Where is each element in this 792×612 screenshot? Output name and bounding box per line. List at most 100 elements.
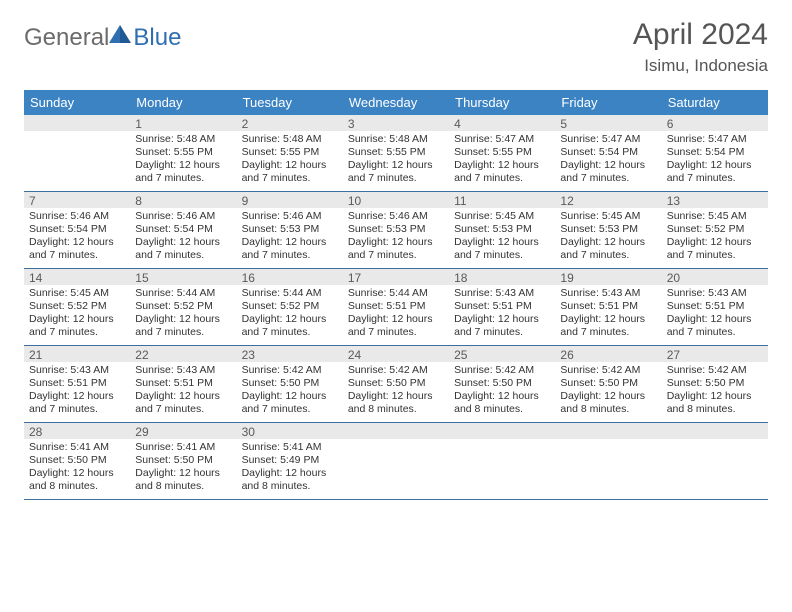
day-line: Sunset: 5:55 PM xyxy=(348,146,444,159)
day-line: Daylight: 12 hours and 7 minutes. xyxy=(29,313,125,339)
day-line: Sunset: 5:50 PM xyxy=(560,377,656,390)
day-cell: 18Sunrise: 5:43 AMSunset: 5:51 PMDayligh… xyxy=(449,269,555,346)
day-line: Daylight: 12 hours and 8 minutes. xyxy=(135,467,231,493)
week-row: 7Sunrise: 5:46 AMSunset: 5:54 PMDaylight… xyxy=(24,192,768,269)
week-row: 14Sunrise: 5:45 AMSunset: 5:52 PMDayligh… xyxy=(24,269,768,346)
day-number: 27 xyxy=(662,346,768,362)
day-number: 19 xyxy=(555,269,661,285)
day-body: Sunrise: 5:44 AMSunset: 5:51 PMDaylight:… xyxy=(343,285,449,345)
day-line: Sunset: 5:54 PM xyxy=(135,223,231,236)
day-number: 28 xyxy=(24,423,130,439)
day-line: Sunset: 5:50 PM xyxy=(135,454,231,467)
day-line: Sunrise: 5:45 AM xyxy=(560,210,656,223)
day-body: Sunrise: 5:45 AMSunset: 5:52 PMDaylight:… xyxy=(662,208,768,268)
day-line: Sunset: 5:50 PM xyxy=(667,377,763,390)
day-line: Sunrise: 5:47 AM xyxy=(560,133,656,146)
day-line: Daylight: 12 hours and 8 minutes. xyxy=(560,390,656,416)
day-body: Sunrise: 5:42 AMSunset: 5:50 PMDaylight:… xyxy=(237,362,343,422)
day-line: Sunset: 5:51 PM xyxy=(454,300,550,313)
location-label: Isimu, Indonesia xyxy=(633,56,768,76)
day-line: Sunrise: 5:42 AM xyxy=(560,364,656,377)
day-line: Sunrise: 5:43 AM xyxy=(29,364,125,377)
day-number: 9 xyxy=(237,192,343,208)
day-line: Daylight: 12 hours and 8 minutes. xyxy=(348,390,444,416)
day-cell: 10Sunrise: 5:46 AMSunset: 5:53 PMDayligh… xyxy=(343,192,449,269)
day-line: Sunrise: 5:42 AM xyxy=(242,364,338,377)
day-cell: 4Sunrise: 5:47 AMSunset: 5:55 PMDaylight… xyxy=(449,115,555,192)
day-number xyxy=(24,115,130,131)
day-line: Sunset: 5:52 PM xyxy=(29,300,125,313)
day-number: 1 xyxy=(130,115,236,131)
day-line: Sunset: 5:53 PM xyxy=(560,223,656,236)
day-body: Sunrise: 5:46 AMSunset: 5:53 PMDaylight:… xyxy=(237,208,343,268)
day-number: 3 xyxy=(343,115,449,131)
day-line: Sunrise: 5:44 AM xyxy=(135,287,231,300)
day-line: Daylight: 12 hours and 7 minutes. xyxy=(242,313,338,339)
day-cell: 29Sunrise: 5:41 AMSunset: 5:50 PMDayligh… xyxy=(130,423,236,500)
day-number: 21 xyxy=(24,346,130,362)
day-line: Daylight: 12 hours and 7 minutes. xyxy=(29,236,125,262)
day-line: Sunset: 5:51 PM xyxy=(348,300,444,313)
day-line: Sunrise: 5:41 AM xyxy=(135,441,231,454)
day-line: Sunset: 5:54 PM xyxy=(560,146,656,159)
day-body: Sunrise: 5:44 AMSunset: 5:52 PMDaylight:… xyxy=(130,285,236,345)
day-line: Sunset: 5:51 PM xyxy=(135,377,231,390)
day-line: Sunset: 5:53 PM xyxy=(242,223,338,236)
day-cell: 30Sunrise: 5:41 AMSunset: 5:49 PMDayligh… xyxy=(237,423,343,500)
day-number: 11 xyxy=(449,192,555,208)
day-body: Sunrise: 5:42 AMSunset: 5:50 PMDaylight:… xyxy=(343,362,449,422)
day-line: Sunrise: 5:46 AM xyxy=(348,210,444,223)
day-body: Sunrise: 5:48 AMSunset: 5:55 PMDaylight:… xyxy=(237,131,343,191)
day-body xyxy=(24,131,130,183)
day-line: Daylight: 12 hours and 7 minutes. xyxy=(667,313,763,339)
day-cell: 3Sunrise: 5:48 AMSunset: 5:55 PMDaylight… xyxy=(343,115,449,192)
brand-mark-icon xyxy=(109,25,131,43)
day-line: Daylight: 12 hours and 7 minutes. xyxy=(667,236,763,262)
day-line: Daylight: 12 hours and 7 minutes. xyxy=(135,390,231,416)
day-number: 24 xyxy=(343,346,449,362)
day-line: Sunset: 5:55 PM xyxy=(242,146,338,159)
day-line: Daylight: 12 hours and 7 minutes. xyxy=(135,313,231,339)
day-body: Sunrise: 5:41 AMSunset: 5:49 PMDaylight:… xyxy=(237,439,343,499)
day-line: Sunrise: 5:41 AM xyxy=(242,441,338,454)
day-number: 26 xyxy=(555,346,661,362)
day-number xyxy=(662,423,768,439)
day-number: 2 xyxy=(237,115,343,131)
day-body: Sunrise: 5:47 AMSunset: 5:54 PMDaylight:… xyxy=(555,131,661,191)
day-line: Daylight: 12 hours and 7 minutes. xyxy=(242,236,338,262)
day-cell: 13Sunrise: 5:45 AMSunset: 5:52 PMDayligh… xyxy=(662,192,768,269)
day-line: Sunset: 5:52 PM xyxy=(242,300,338,313)
day-line: Sunrise: 5:43 AM xyxy=(667,287,763,300)
dow-tuesday: Tuesday xyxy=(237,90,343,115)
day-cell: 17Sunrise: 5:44 AMSunset: 5:51 PMDayligh… xyxy=(343,269,449,346)
week-row: 28Sunrise: 5:41 AMSunset: 5:50 PMDayligh… xyxy=(24,423,768,500)
day-number: 15 xyxy=(130,269,236,285)
day-line: Daylight: 12 hours and 8 minutes. xyxy=(29,467,125,493)
day-body: Sunrise: 5:45 AMSunset: 5:53 PMDaylight:… xyxy=(555,208,661,268)
dow-friday: Friday xyxy=(555,90,661,115)
day-body: Sunrise: 5:48 AMSunset: 5:55 PMDaylight:… xyxy=(343,131,449,191)
dow-sunday: Sunday xyxy=(24,90,130,115)
day-line: Daylight: 12 hours and 7 minutes. xyxy=(348,159,444,185)
day-line: Daylight: 12 hours and 7 minutes. xyxy=(560,313,656,339)
day-cell: 22Sunrise: 5:43 AMSunset: 5:51 PMDayligh… xyxy=(130,346,236,423)
day-cell: 1Sunrise: 5:48 AMSunset: 5:55 PMDaylight… xyxy=(130,115,236,192)
day-number: 4 xyxy=(449,115,555,131)
day-line: Sunrise: 5:48 AM xyxy=(135,133,231,146)
day-body: Sunrise: 5:44 AMSunset: 5:52 PMDaylight:… xyxy=(237,285,343,345)
day-number: 13 xyxy=(662,192,768,208)
day-line: Sunset: 5:52 PM xyxy=(667,223,763,236)
day-cell: 21Sunrise: 5:43 AMSunset: 5:51 PMDayligh… xyxy=(24,346,130,423)
day-line: Daylight: 12 hours and 7 minutes. xyxy=(454,236,550,262)
dow-monday: Monday xyxy=(130,90,236,115)
day-line: Sunrise: 5:46 AM xyxy=(135,210,231,223)
day-line: Sunset: 5:50 PM xyxy=(242,377,338,390)
day-line: Sunrise: 5:42 AM xyxy=(348,364,444,377)
day-line: Daylight: 12 hours and 7 minutes. xyxy=(560,236,656,262)
day-line: Sunset: 5:50 PM xyxy=(348,377,444,390)
day-line: Sunrise: 5:45 AM xyxy=(454,210,550,223)
day-line: Sunrise: 5:46 AM xyxy=(242,210,338,223)
day-line: Daylight: 12 hours and 7 minutes. xyxy=(667,159,763,185)
day-line: Sunrise: 5:47 AM xyxy=(667,133,763,146)
day-number: 12 xyxy=(555,192,661,208)
